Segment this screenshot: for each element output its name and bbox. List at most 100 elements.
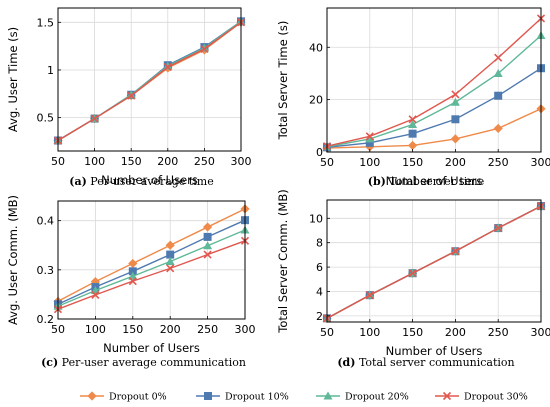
data-point <box>450 97 460 106</box>
data-point <box>493 123 503 134</box>
legend-label: Dropout 30% <box>464 392 528 403</box>
x-tick-label: 250 <box>488 326 509 339</box>
y-tick-label: 8 <box>316 237 323 250</box>
data-point <box>408 129 417 138</box>
data-point <box>90 114 99 123</box>
series-line <box>57 219 246 305</box>
y-tick-label: 10 <box>309 212 323 225</box>
y-tick-label: 0 <box>316 146 323 159</box>
y-tick-label: 1.5 <box>37 16 55 29</box>
data-point <box>203 222 213 232</box>
x-tick-label: 100 <box>359 326 380 339</box>
x-tick-label: 200 <box>445 326 466 339</box>
data-point <box>165 240 175 250</box>
subfigure-caption: (a) Per-user average time <box>69 175 213 188</box>
y-tick-label: 1 <box>47 64 54 77</box>
series-line <box>326 17 542 147</box>
data-point <box>451 115 460 124</box>
data-point <box>128 277 137 286</box>
y-tick-label: 0.4 <box>37 215 55 228</box>
data-point <box>90 277 100 287</box>
x-tick-label: 150 <box>122 323 143 336</box>
x-axis-label: Number of Users <box>103 341 200 355</box>
x-tick-label: 150 <box>402 156 423 169</box>
y-tick-label: 20 <box>309 94 323 107</box>
y-tick-label: 0.2 <box>37 313 55 326</box>
series-line <box>326 34 542 148</box>
series-3 <box>53 18 246 145</box>
data-point <box>163 61 173 70</box>
x-tick-label: 250 <box>197 323 218 336</box>
x-tick-label: 150 <box>121 155 142 168</box>
legend-entry: Dropout 10% <box>196 392 289 403</box>
series-line <box>326 67 542 148</box>
data-point <box>128 267 137 276</box>
data-point <box>203 232 212 241</box>
series-3 <box>53 236 250 314</box>
data-point <box>166 264 175 273</box>
plot-frame <box>57 7 242 152</box>
data-point <box>200 44 209 54</box>
chart-panel-1: 50 100 150 200 250 300 0.5 1 1.5 Number of Users A… <box>6 7 252 188</box>
legend-label: Dropout 20% <box>345 392 409 403</box>
x-tick-label: 200 <box>160 323 181 336</box>
legend-entry: Dropout 30% <box>435 392 528 403</box>
data-point <box>494 91 503 100</box>
y-axis-label: Total Server Comm. (MB) <box>276 189 290 333</box>
legend: Dropout 0% Dropout 10% Dropout 20% Dropout … <box>80 391 528 403</box>
y-tick-label: 2 <box>316 310 323 323</box>
x-tick-label: 250 <box>194 155 215 168</box>
x-tick-label: 300 <box>531 326 550 339</box>
x-tick-label: 50 <box>51 155 65 168</box>
data-point <box>451 247 460 256</box>
legend-marker <box>323 391 333 400</box>
plot-frame <box>326 199 542 323</box>
data-point <box>494 53 503 62</box>
series-2 <box>322 30 546 151</box>
y-axis-label: Total Server Time (s) <box>276 21 290 141</box>
subfigure-caption: (c) Per-user average communication <box>41 356 246 369</box>
y-tick-label: 40 <box>309 41 323 54</box>
data-point <box>203 241 213 250</box>
legend-label: Dropout 0% <box>109 392 167 403</box>
series-line <box>326 108 542 149</box>
data-point <box>494 223 503 233</box>
caption-text: Total server communication <box>355 356 514 369</box>
x-tick-label: 50 <box>320 326 334 339</box>
legend-entry: Dropout 20% <box>316 391 409 403</box>
caption-letter: (d) <box>337 356 355 369</box>
legend-label: Dropout 10% <box>225 392 289 403</box>
caption-letter: (b) <box>368 175 386 188</box>
y-tick-label: 6 <box>316 261 323 274</box>
caption-text: Per-user average communication <box>58 356 246 369</box>
x-axis-label: Number of Users <box>386 344 483 358</box>
x-tick-label: 300 <box>531 156 550 169</box>
legend-marker <box>87 391 97 401</box>
data-point <box>408 120 418 129</box>
data-point <box>166 250 175 259</box>
series-0 <box>322 104 546 153</box>
y-tick-label: 4 <box>316 286 323 299</box>
caption-letter: (c) <box>41 356 58 369</box>
chart-panel-3: 50 100 150 200 250 300 0.2 0.3 0.4 Number of User… <box>6 195 256 369</box>
series-line <box>57 21 242 142</box>
x-tick-label: 50 <box>320 156 334 169</box>
data-point <box>408 115 417 124</box>
x-axis-label: Number of Users <box>101 173 198 187</box>
plot-frame <box>57 200 246 320</box>
x-tick-label: 200 <box>157 155 178 168</box>
series-3 <box>322 14 546 151</box>
x-tick-label: 100 <box>84 155 105 168</box>
series-line <box>57 240 246 310</box>
data-point <box>365 138 374 147</box>
legend-entry: Dropout 0% <box>80 391 167 403</box>
series-1 <box>54 216 249 309</box>
plot-frame <box>326 7 542 153</box>
y-tick-label: 0.3 <box>37 264 55 277</box>
x-tick-label: 150 <box>402 326 423 339</box>
x-tick-label: 250 <box>488 156 509 169</box>
caption-text: Total server time <box>386 175 484 188</box>
